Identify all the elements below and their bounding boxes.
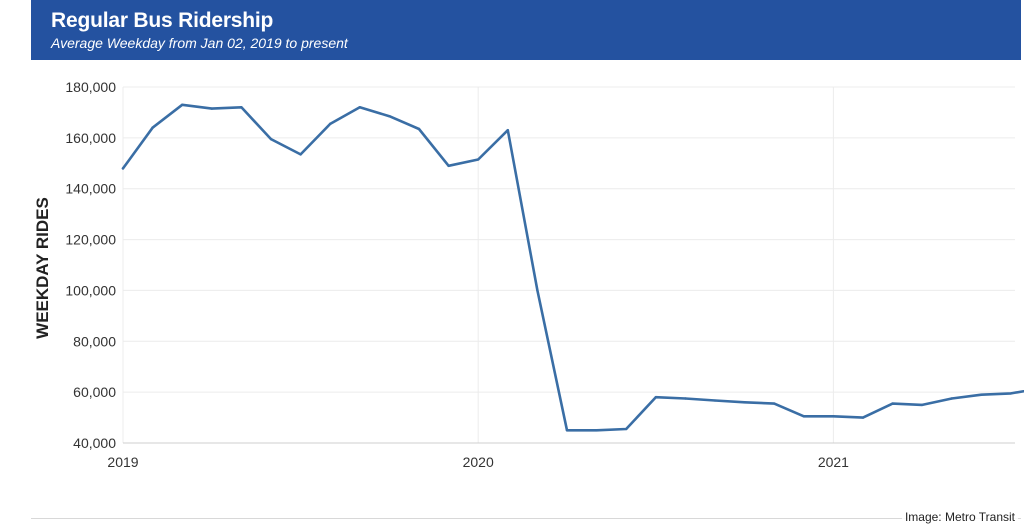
grid-lines xyxy=(122,86,1015,443)
data-point xyxy=(1009,392,1013,395)
x-tick-label: 2020 xyxy=(463,454,494,470)
data-point xyxy=(773,402,776,405)
y-tick-label: 80,000 xyxy=(73,333,116,349)
data-point xyxy=(151,126,154,129)
y-tick-label: 120,000 xyxy=(65,232,116,248)
y-axis-label: WEEKDAY RIDES xyxy=(33,197,52,339)
data-point xyxy=(240,106,243,109)
series-line xyxy=(121,103,1024,432)
data-point xyxy=(743,401,746,404)
data-point xyxy=(565,429,569,432)
data-point xyxy=(861,416,865,419)
y-tick-label: 60,000 xyxy=(73,384,116,400)
data-point xyxy=(447,164,450,168)
y-tick-label: 160,000 xyxy=(65,130,116,146)
data-point xyxy=(536,289,539,292)
data-point xyxy=(299,153,302,156)
data-point xyxy=(832,415,835,418)
data-point xyxy=(802,415,805,418)
data-point xyxy=(506,129,509,132)
data-point xyxy=(625,427,628,431)
image-credit: Image: Metro Transit xyxy=(901,509,1018,525)
x-tick-label: 2021 xyxy=(818,454,849,470)
chart-title: Regular Bus Ridership xyxy=(51,9,274,32)
chart-subtitle: Average Weekday from Jan 02, 2019 to pre… xyxy=(51,35,348,51)
y-tick-labels: 40,000 60,000 80,000 100,000 120,000 140,000 1… xyxy=(65,79,116,451)
data-point xyxy=(417,127,421,131)
data-point xyxy=(595,429,598,432)
data-point xyxy=(654,396,657,399)
series-layer xyxy=(121,103,1024,432)
data-point xyxy=(980,393,983,396)
y-tick-label: 180,000 xyxy=(65,79,116,95)
y-tick-label: 40,000 xyxy=(73,435,116,451)
data-point xyxy=(210,107,213,110)
bottom-divider xyxy=(31,518,1021,519)
x-tick-label: 2019 xyxy=(107,454,138,470)
y-tick-label: 100,000 xyxy=(65,282,116,298)
chart-header: Regular Bus Ridership Average Weekday fr… xyxy=(31,0,1021,60)
data-point xyxy=(684,397,687,400)
data-point xyxy=(713,399,717,402)
data-point xyxy=(269,137,273,141)
data-point xyxy=(921,403,924,407)
data-point xyxy=(329,122,332,126)
data-point xyxy=(181,103,184,107)
data-point xyxy=(477,158,480,161)
data-point xyxy=(950,397,953,400)
data-point xyxy=(358,106,361,109)
data-point xyxy=(891,402,894,405)
x-tick-labels: 20192020202120222023 xyxy=(107,454,849,470)
y-tick-label: 140,000 xyxy=(65,181,116,197)
data-point xyxy=(388,115,391,118)
data-point xyxy=(121,167,125,170)
